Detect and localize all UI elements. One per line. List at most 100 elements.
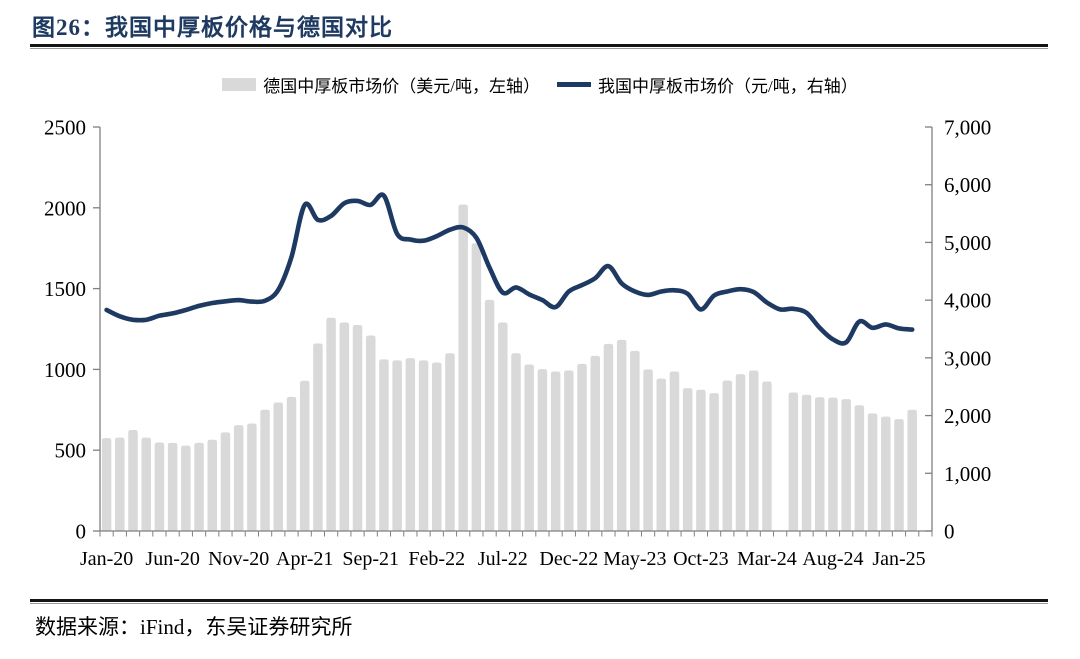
axis-tick-label: 5,000 xyxy=(944,231,991,255)
axis-tick-label: Jul-22 xyxy=(478,548,528,570)
bar xyxy=(656,378,667,531)
bar xyxy=(352,324,363,531)
bar xyxy=(405,358,416,531)
bar xyxy=(339,322,350,531)
bar xyxy=(365,335,376,531)
bar xyxy=(458,204,468,531)
axis-tick-label: Jan-20 xyxy=(80,548,133,570)
bar xyxy=(841,399,851,531)
bar xyxy=(537,369,548,531)
bar xyxy=(115,437,125,531)
axis-tick-label: 6,000 xyxy=(944,173,991,197)
bar xyxy=(418,360,429,531)
bar xyxy=(669,371,680,531)
legend-label-germany: 德国中厚板市场价（美元/吨，左轴） xyxy=(263,77,540,96)
germany-price-bars xyxy=(101,204,917,532)
axis-tick-label: 1500 xyxy=(44,277,86,301)
axis-tick-label: Mar-24 xyxy=(737,548,797,570)
bar xyxy=(220,432,231,531)
bar xyxy=(154,442,165,531)
bar xyxy=(735,374,746,531)
bar xyxy=(762,381,772,531)
bar xyxy=(445,353,455,531)
axis-tick-label: Aug-24 xyxy=(802,548,863,570)
axis-tick-label: 2500 xyxy=(44,116,86,140)
axis-tick-label: Jun-20 xyxy=(145,548,199,570)
axis-tick-label: Dec-22 xyxy=(539,548,598,570)
bar xyxy=(643,369,653,531)
bar xyxy=(616,339,627,531)
bar xyxy=(247,423,257,531)
germany-bar-swatch-icon xyxy=(222,78,257,91)
bar xyxy=(867,413,878,531)
bar xyxy=(682,388,693,531)
bar xyxy=(181,445,191,531)
bar xyxy=(326,317,336,531)
legend-label-china: 我国中厚板市场价（元/吨，右轴） xyxy=(598,77,858,96)
bar xyxy=(722,380,733,531)
axis-tick-label: 7,000 xyxy=(944,116,991,140)
bar xyxy=(881,416,891,531)
axis-tick-label: 0 xyxy=(944,520,955,544)
axis-tick-label: 2,000 xyxy=(944,404,991,428)
china-price-line xyxy=(104,192,915,346)
axis-tick-label: Oct-23 xyxy=(673,548,729,570)
bar xyxy=(432,362,442,531)
bar xyxy=(748,370,759,531)
bar xyxy=(603,343,614,531)
bar xyxy=(167,442,178,531)
bar xyxy=(801,394,812,531)
bar xyxy=(141,437,151,531)
bar xyxy=(233,425,244,531)
data-source-note: 数据来源：iFind，东吴证券研究所 xyxy=(35,615,353,639)
bar xyxy=(498,322,508,531)
bar xyxy=(260,409,270,531)
bar xyxy=(907,409,917,531)
axis-tick-label: May-23 xyxy=(603,548,666,570)
axes: 0 500 1000 1500 2000 2500 0 1,000 2,000 3,000 4,00… xyxy=(44,116,991,571)
axis-tick-label: 1,000 xyxy=(944,462,991,486)
bar xyxy=(379,359,389,531)
axis-tick-label: 2000 xyxy=(44,196,86,220)
footer-divider xyxy=(30,599,1048,604)
bar xyxy=(286,396,297,531)
chart-legend: 德国中厚板市场价（美元/吨，左轴） 我国中厚板市场价（元/吨，右轴） xyxy=(0,72,1080,97)
bar xyxy=(550,371,561,531)
bar xyxy=(194,442,204,531)
page-title: 图26：我国中厚板价格与德国对比 xyxy=(32,15,393,40)
bar xyxy=(471,243,482,532)
bar xyxy=(511,353,521,531)
axis-tick-label: Feb-22 xyxy=(408,548,465,570)
bar xyxy=(696,389,706,531)
bar xyxy=(577,363,587,531)
bar xyxy=(894,419,904,531)
axis-tick-label: 1000 xyxy=(44,358,86,382)
axis-tick-label: 500 xyxy=(55,439,87,463)
bar xyxy=(273,402,284,531)
title-divider xyxy=(30,44,1048,49)
bar xyxy=(788,392,799,531)
bar xyxy=(313,343,323,531)
bar xyxy=(524,364,534,531)
bar xyxy=(207,439,218,531)
bar xyxy=(854,405,865,531)
china-line-swatch-icon xyxy=(557,82,591,87)
bar xyxy=(564,370,574,531)
axis-tick-label: 4,000 xyxy=(944,289,991,313)
bar xyxy=(101,438,112,531)
bar xyxy=(709,393,719,531)
bar xyxy=(392,360,402,531)
axis-tick-label: Jan-25 xyxy=(872,548,925,570)
axis-tick-label: 0 xyxy=(76,520,87,544)
axis-tick-label: Apr-21 xyxy=(276,548,333,570)
bar xyxy=(590,355,600,531)
bar xyxy=(484,299,495,531)
bar xyxy=(128,430,138,531)
bar xyxy=(828,397,838,531)
bar xyxy=(814,397,825,531)
axis-tick-label: Sep-21 xyxy=(342,548,399,570)
bar xyxy=(630,350,640,531)
axis-tick-label: Nov-20 xyxy=(208,548,269,570)
